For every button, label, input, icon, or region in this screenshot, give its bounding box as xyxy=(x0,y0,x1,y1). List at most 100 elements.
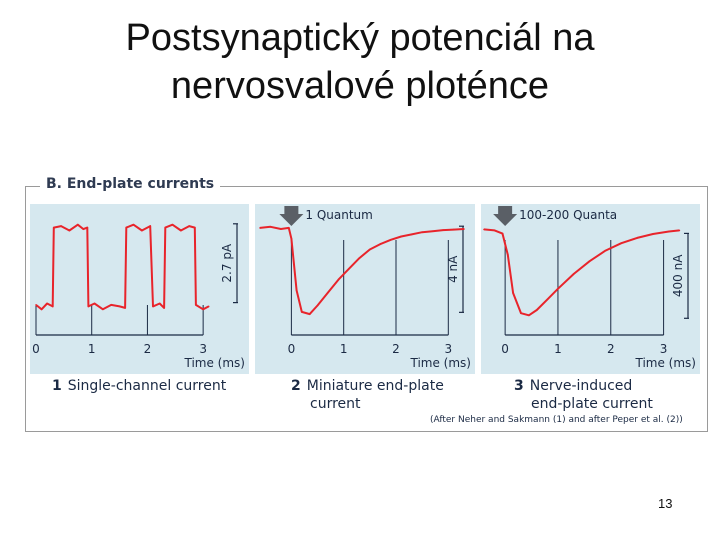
panel-1-data-point xyxy=(82,228,85,230)
panel-1-data-point xyxy=(164,226,167,229)
panel-1-data-point xyxy=(188,225,190,227)
panel-2-data-point xyxy=(431,230,434,232)
panel-1-data-point xyxy=(207,305,210,308)
page-number: 13 xyxy=(658,496,673,511)
panel-3-tick-label: 2 xyxy=(607,342,615,356)
caption-panel-3: 3 Nerve-induced end-plate current xyxy=(514,377,653,413)
panel-2-data-point xyxy=(410,233,413,236)
panel-2-x-axis-label: Time (ms) xyxy=(410,356,472,370)
panel-3-data-point xyxy=(483,228,485,231)
panel-1-data-point xyxy=(118,305,121,308)
panel-3-tick-label: 0 xyxy=(501,342,509,356)
panel-2-tick-label: 0 xyxy=(288,342,296,356)
panel-1-data-point xyxy=(152,305,154,308)
panel-3-data-point xyxy=(678,229,681,232)
panel-2-data-point xyxy=(452,228,455,231)
panel-3-data-point xyxy=(507,254,509,256)
panel-3-x-axis-label: Time (ms) xyxy=(635,356,697,370)
panel-1-data-point xyxy=(40,308,43,311)
panel-3-data-point xyxy=(573,273,575,275)
panel-3-trace xyxy=(483,228,680,317)
panel-2-tick-label: 3 xyxy=(444,342,452,356)
panel-1-data-point xyxy=(149,225,151,227)
panel-1-data-point xyxy=(77,223,79,226)
panel-1-data-point xyxy=(93,302,96,305)
panel-2-data-point xyxy=(288,227,290,229)
panel-2-data-point xyxy=(308,313,311,315)
panel-2-marker-label: 1 Quantum xyxy=(305,208,372,222)
panel-3-data-point xyxy=(536,309,538,311)
caption-2-text-line2: current xyxy=(310,396,361,412)
caption-3-number: 3 xyxy=(514,378,524,394)
caption-panel-1: 1 Single-channel current xyxy=(52,377,226,395)
panel-3-tick-label: 3 xyxy=(660,342,668,356)
panel-3-data-point xyxy=(493,229,496,232)
figure-heading: B. End-plate currents xyxy=(40,176,221,192)
slide-title-line-2: nervosvalové ploténce xyxy=(170,65,550,107)
panel-1-data-point xyxy=(86,226,89,229)
panel-3-data-point xyxy=(588,260,591,262)
panel-2-data-point xyxy=(379,243,382,245)
panel-3-data-point xyxy=(512,292,514,294)
panel-1-data-point xyxy=(51,305,54,308)
panel-2-data-point xyxy=(442,229,444,231)
panel-1-data-point xyxy=(163,307,165,309)
panel-2-data-point xyxy=(316,304,319,307)
slide-title-line-1: Postsynaptický potenciál na xyxy=(125,17,595,59)
source-note: (After Neher and Sakmann (1) and after P… xyxy=(430,415,683,425)
panel-3-data-point xyxy=(652,233,654,235)
panel-1-data-point xyxy=(132,223,135,226)
panel-3-data-point xyxy=(557,288,559,290)
panel-1-data-point xyxy=(102,308,104,311)
panel-2-scale-bar-label: 4 nA xyxy=(446,255,460,283)
panel-3-data-point xyxy=(668,230,670,233)
panel-2-data-point xyxy=(290,237,293,240)
panel-1-data-point xyxy=(141,229,143,232)
panel-2-data-point xyxy=(280,228,282,230)
panel-1-data-point xyxy=(180,229,182,232)
panel-3-data-point xyxy=(546,298,549,301)
panel-1-tick-label: 0 xyxy=(32,342,40,356)
slide-title: Postsynaptický potenciál na nervosvalové… xyxy=(0,14,720,110)
panel-1-data-point xyxy=(202,308,204,311)
panel-1-tick-label: 3 xyxy=(199,342,207,356)
panel-1-x-axis-label: Time (ms) xyxy=(184,356,246,370)
panel-2-tick-label: 2 xyxy=(392,342,400,356)
panel-1-data-point xyxy=(171,223,174,226)
figure-panel: B. End-plate currents 0 1 2 3 Time (ms) 2.7 p… xyxy=(25,176,708,432)
panel-1-data-point xyxy=(68,229,71,232)
caption-3-text-line1: Nerve-induced xyxy=(529,378,633,394)
panel-2-data-point xyxy=(259,227,261,229)
panel-1-tick-label: 2 xyxy=(144,342,152,356)
panel-2-data-point xyxy=(269,226,272,228)
caption-1-text: Single-channel current xyxy=(67,378,227,394)
panel-3-tick-label: 1 xyxy=(554,342,562,356)
panel-1-data-point xyxy=(110,304,112,306)
panel-1-data-point xyxy=(124,307,126,309)
panel-3-marker-label: 100-200 Quanta xyxy=(519,208,617,222)
panel-1-data-point xyxy=(158,302,161,305)
panel-2-data-point xyxy=(421,231,424,233)
panel-1-data-point xyxy=(195,304,197,306)
caption-2-text-line1: Miniature end-plate xyxy=(306,378,444,394)
caption-3-text-line2: end-plate current xyxy=(531,396,653,412)
panel-2-data-point xyxy=(327,291,329,294)
panel-2-data-point xyxy=(295,289,298,292)
panel-2-data-point xyxy=(358,257,361,259)
panel-3-data-point xyxy=(520,312,522,314)
panel-1-data-point xyxy=(53,226,55,229)
panel-2-data-point xyxy=(400,235,403,238)
panel-3-data-point xyxy=(501,232,504,235)
caption-2-number: 2 xyxy=(291,378,301,394)
panel-1-tick-label: 1 xyxy=(88,342,96,356)
panel-1-background xyxy=(30,204,249,374)
panel-2-stimulus-arrow-icon xyxy=(279,206,304,226)
panel-2-data-point xyxy=(369,248,371,251)
caption-1-number: 1 xyxy=(52,378,62,394)
panel-3-scale-bar-label: 400 nA xyxy=(671,254,685,297)
panel-3-data-point xyxy=(528,314,530,317)
panel-2-data-point xyxy=(463,228,465,230)
panel-1-data-point xyxy=(60,225,62,227)
panel-3-data-point xyxy=(620,242,623,244)
